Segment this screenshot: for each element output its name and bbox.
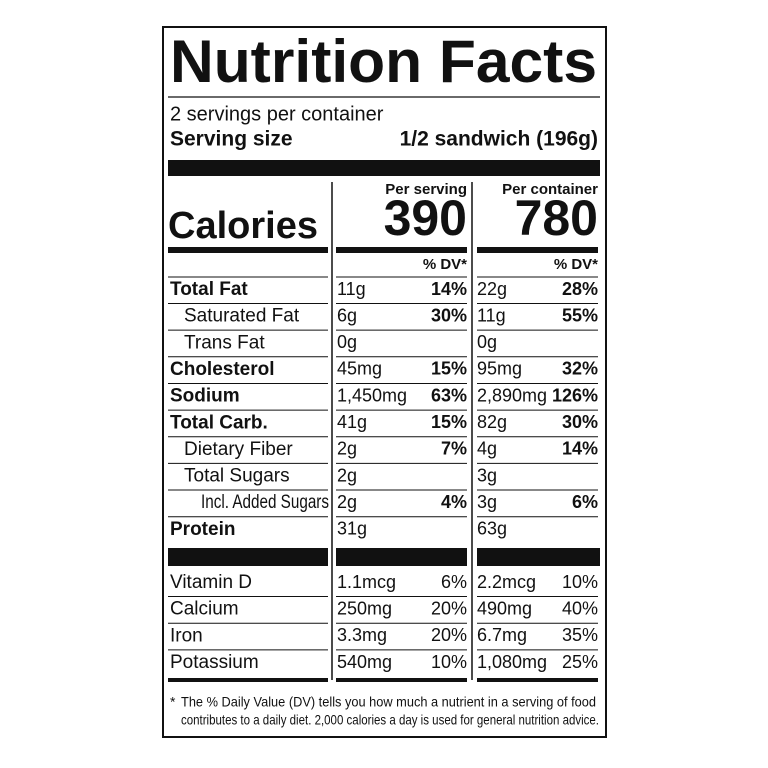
amount: 6.7mg (477, 625, 527, 645)
column-header: Per container (502, 181, 598, 198)
nutrient-name: Total Sugars (184, 466, 290, 487)
amount: 11g (477, 305, 506, 325)
amount: 0g (337, 332, 357, 352)
nutrient-name: Iron (170, 625, 203, 646)
amount: 11g (337, 279, 366, 299)
amount: 490mg (477, 598, 532, 618)
nutrient-name: Trans Fat (184, 332, 265, 353)
servings-per-container: 2 servings per container (170, 103, 384, 125)
daily-value: 20% (431, 625, 467, 645)
daily-value: 6% (572, 492, 598, 512)
label-border (162, 26, 607, 738)
calories-value: 390 (384, 190, 467, 246)
amount: 31g (337, 519, 367, 539)
amount: 6g (337, 305, 357, 325)
nutrient-name: Cholesterol (170, 359, 275, 380)
nutrient-name: Sodium (170, 386, 240, 407)
daily-value: 30% (562, 412, 598, 432)
daily-value: 15% (431, 412, 467, 432)
serving-bar (168, 160, 600, 176)
amount: 4g (477, 439, 497, 459)
daily-value: 20% (431, 598, 467, 618)
title: Nutrition Facts (170, 28, 597, 95)
daily-value: 15% (431, 359, 467, 379)
daily-value: 14% (431, 279, 467, 299)
footnote-line: The % Daily Value (DV) tells you how muc… (181, 694, 596, 710)
nutrient-name: Saturated Fat (184, 306, 300, 327)
serving-size-value: 1/2 sandwich (196g) (400, 128, 598, 151)
column-header: Per serving (385, 181, 467, 198)
nutrient-name: Total Carb. (170, 412, 268, 433)
nutrient-name: Protein (170, 519, 235, 540)
nutrient-name: Potassium (170, 652, 259, 673)
nutrient-name: Dietary Fiber (184, 439, 293, 460)
section-bar (336, 548, 467, 566)
amount: 2g (337, 465, 357, 485)
section-bar (477, 548, 600, 566)
section-bar (168, 548, 328, 566)
daily-value: 14% (562, 439, 598, 459)
daily-value: 6% (441, 572, 467, 592)
daily-value: 28% (562, 279, 598, 299)
amount: 540mg (337, 652, 392, 672)
daily-value: 4% (441, 492, 467, 512)
amount: 63g (477, 519, 507, 539)
daily-value: 63% (431, 385, 467, 405)
amount: 41g (337, 412, 367, 432)
amount: 3.3mg (337, 625, 387, 645)
calories-label: Calories (168, 205, 318, 247)
daily-value: 55% (562, 305, 598, 325)
daily-value: 126% (552, 385, 598, 405)
dv-header: % DV* (423, 256, 467, 273)
amount: 95mg (477, 359, 522, 379)
serving-size-label: Serving size (170, 128, 293, 151)
daily-value: 32% (562, 359, 598, 379)
footnote-marker: * (170, 694, 176, 710)
daily-value: 7% (441, 439, 467, 459)
amount: 2,890mg (477, 385, 547, 405)
daily-value: 35% (562, 625, 598, 645)
amount: 2.2mcg (477, 572, 536, 592)
daily-value: 10% (431, 652, 467, 672)
dv-header: % DV* (554, 256, 598, 273)
nutrient-name: Calcium (170, 599, 239, 620)
amount: 0g (477, 332, 497, 352)
nutrient-name: Vitamin D (170, 572, 252, 593)
amount: 250mg (337, 598, 392, 618)
footnote-line: contributes to a daily diet. 2,000 calor… (181, 712, 599, 728)
nutrient-name: Incl. Added Sugars (201, 492, 329, 513)
amount: 1,080mg (477, 652, 547, 672)
amount: 3g (477, 492, 497, 512)
amount: 1,450mg (337, 385, 407, 405)
daily-value: 30% (431, 305, 467, 325)
amount: 22g (477, 279, 507, 299)
amount: 2g (337, 492, 357, 512)
daily-value: 40% (562, 598, 598, 618)
amount: 2g (337, 439, 357, 459)
amount: 45mg (337, 359, 382, 379)
calories-value: 780 (515, 190, 598, 246)
amount: 1.1mcg (337, 572, 396, 592)
nutrient-name: Total Fat (170, 279, 248, 300)
daily-value: 10% (562, 572, 598, 592)
daily-value: 25% (562, 652, 598, 672)
amount: 82g (477, 412, 507, 432)
amount: 3g (477, 465, 497, 485)
